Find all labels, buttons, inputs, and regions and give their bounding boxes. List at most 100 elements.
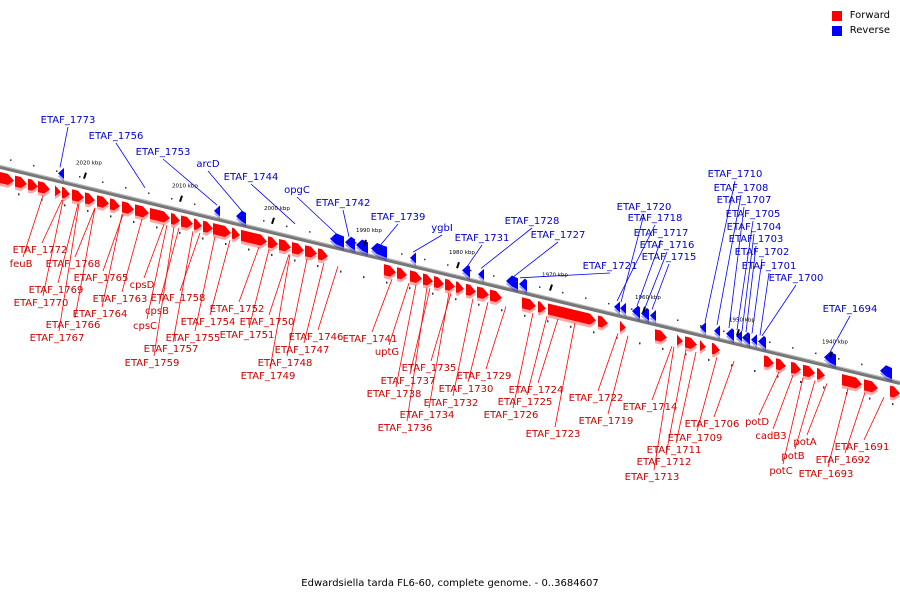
forward-gene-1-body — [0, 172, 14, 185]
reverse-gene-label: ETAF_1703 — [729, 234, 784, 245]
forward-gene-48-body — [791, 361, 801, 374]
forward-gene-21 — [268, 236, 278, 252]
legend-forward: Forward — [831, 8, 890, 23]
forward-leader-line — [607, 335, 629, 415]
forward-gene-label: cpsC — [133, 321, 157, 332]
forward-gene-13-shadow — [150, 211, 170, 226]
forward-gene-31-body — [445, 278, 455, 291]
forward-gene-label: ETAF_1723 — [526, 429, 581, 440]
forward-gene-label: ETAF_1769 — [29, 285, 84, 296]
minor-tick-dot — [248, 248, 250, 251]
forward-gene-29-shadow — [423, 276, 433, 289]
forward-gene-11 — [122, 201, 134, 217]
forward-leader-line — [772, 375, 794, 430]
scale-tick-label: 2010 kbp — [172, 184, 198, 190]
minor-tick-dot — [838, 358, 840, 360]
reverse-gene-16-body — [641, 307, 649, 321]
forward-gene-22 — [279, 238, 291, 255]
forward-gene-28-body — [410, 270, 422, 283]
minor-tick-dot — [263, 220, 265, 222]
forward-gene-34-shadow — [477, 289, 489, 302]
forward-gene-label: ETAF_1741 — [343, 334, 398, 345]
forward-gene-11-shadow — [122, 204, 134, 217]
forward-gene-40-shadow — [620, 323, 626, 335]
minor-tick-dot — [332, 236, 334, 239]
forward-gene-label: ETAF_1722 — [569, 393, 624, 404]
reverse-gene-label: ETAF_1773 — [41, 115, 96, 126]
reverse-leader-line — [207, 170, 243, 212]
minor-tick-dot — [884, 369, 886, 371]
forward-leader-line — [713, 361, 735, 418]
minor-tick-dot — [723, 330, 725, 333]
minor-tick-dot — [639, 342, 641, 345]
reverse-gene-label: ETAF_1727 — [531, 230, 586, 241]
forward-gene-14 — [171, 213, 180, 228]
forward-gene-5-shadow — [55, 188, 61, 200]
forward-gene-16 — [194, 218, 202, 234]
minor-tick-dot — [386, 281, 388, 284]
forward-gene-23 — [292, 242, 304, 258]
forward-leader-line — [153, 226, 175, 357]
minor-tick-dot — [792, 347, 794, 349]
reverse-leader-line — [250, 183, 296, 225]
scale-tick-mark — [456, 261, 460, 269]
reverse-leader-line — [745, 245, 757, 333]
forward-leader-line — [485, 306, 507, 370]
minor-tick-dot — [585, 297, 587, 299]
minor-tick-dot — [539, 286, 541, 288]
forward-gene-45-shadow — [712, 345, 720, 358]
scale-tick-mark — [736, 329, 740, 336]
forward-gene-2 — [15, 175, 27, 192]
forward-gene-25 — [318, 248, 328, 264]
forward-gene-8-shadow — [85, 195, 95, 208]
minor-tick-dot — [516, 280, 518, 283]
forward-leader-line — [74, 207, 96, 258]
reverse-gene-8-body — [410, 252, 416, 265]
forward-leader-line — [22, 195, 44, 258]
forward-gene-label: ETAF_1736 — [378, 423, 433, 434]
strand-legend: Forward Reverse — [831, 8, 890, 38]
forward-leader-line — [42, 200, 64, 297]
forward-leader-line — [303, 262, 325, 344]
forward-gene-35-shadow — [490, 292, 502, 306]
scale-tick-mark — [179, 195, 183, 203]
forward-gene-22-shadow — [279, 241, 291, 255]
forward-gene-38-shadow — [548, 306, 596, 328]
forward-gene-label: ETAF_1766 — [46, 320, 101, 331]
scale-tick-mark — [549, 284, 553, 291]
forward-gene-1-shadow — [0, 175, 14, 188]
minor-tick-dot — [631, 308, 633, 310]
reverse-gene-label: ygbI — [431, 223, 453, 234]
forward-leader-line — [806, 383, 828, 436]
forward-gene-label: ETAF_1757 — [144, 344, 199, 355]
forward-gene-45 — [712, 342, 720, 358]
forward-gene-label: ETAF_1749 — [241, 371, 296, 382]
minor-tick-dot — [892, 403, 894, 406]
forward-gene-36-shadow — [522, 300, 536, 314]
forward-gene-49-shadow — [803, 367, 815, 381]
forward-gene-8 — [85, 192, 95, 208]
forward-gene-32-body — [456, 281, 464, 293]
reverse-gene-label: ETAF_1728 — [505, 216, 560, 227]
forward-gene-33-shadow — [466, 286, 476, 299]
forward-gene-38-body — [548, 303, 596, 325]
reverse-leader-line — [412, 234, 443, 253]
forward-gene-35-body — [490, 289, 502, 303]
forward-gene-label: ETAF_1734 — [400, 410, 455, 421]
forward-gene-9-shadow — [97, 198, 109, 211]
forward-gene-23-shadow — [292, 245, 304, 258]
reverse-gene-22 — [742, 332, 750, 348]
forward-gene-label: ETAF_1755 — [166, 333, 221, 344]
reverse-gene-label: ETAF_1744 — [224, 172, 279, 183]
forward-gene-25-body — [318, 248, 328, 261]
forward-leader-line — [554, 322, 576, 428]
minor-tick-dot — [33, 164, 35, 167]
forward-gene-label: ETAF_1692 — [816, 455, 871, 466]
forward-gene-33-body — [466, 283, 476, 296]
reverse-gene-20 — [726, 328, 734, 345]
forward-leader-line — [428, 292, 450, 409]
forward-gene-47-body — [776, 358, 786, 371]
forward-gene-39-shadow — [598, 318, 608, 331]
minor-tick-dot — [754, 369, 756, 372]
forward-gene-47 — [776, 358, 786, 374]
